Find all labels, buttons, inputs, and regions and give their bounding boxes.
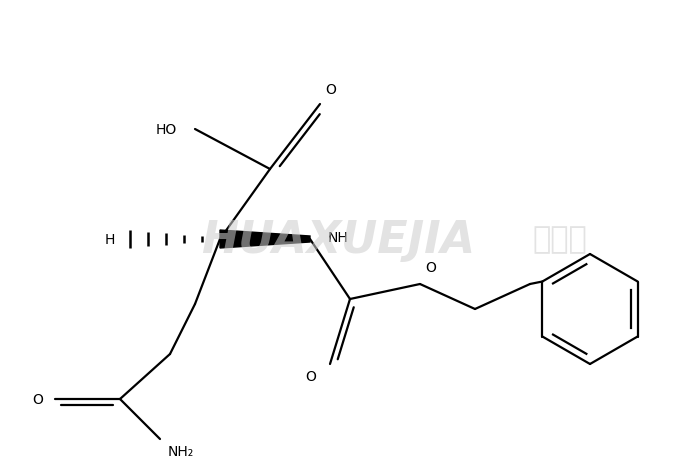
Text: HO: HO	[156, 123, 177, 137]
Text: NH: NH	[328, 231, 349, 244]
Polygon shape	[220, 231, 310, 249]
Text: H: H	[105, 232, 115, 246]
Text: NH₂: NH₂	[168, 444, 194, 458]
Text: O: O	[32, 392, 43, 406]
Text: O: O	[325, 83, 336, 97]
Text: O: O	[425, 260, 436, 275]
Text: O: O	[305, 369, 316, 383]
Text: HUAXUEJIA: HUAXUEJIA	[201, 218, 475, 261]
Text: 化学加: 化学加	[533, 225, 588, 254]
